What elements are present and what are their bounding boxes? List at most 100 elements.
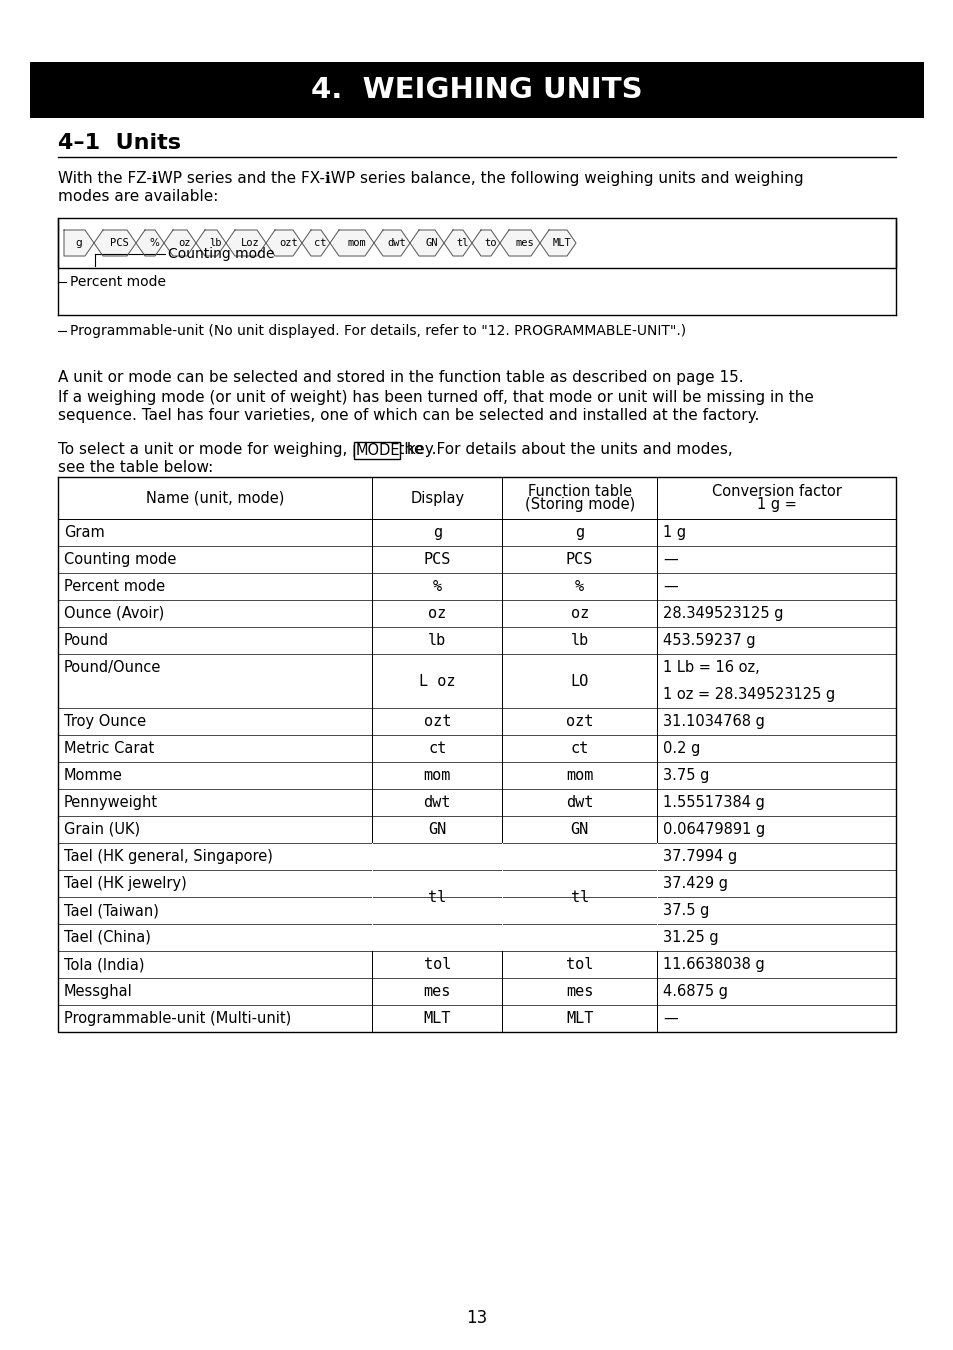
Text: MODE: MODE xyxy=(355,443,399,458)
Text: Grain (UK): Grain (UK) xyxy=(64,822,140,837)
Text: Counting mode: Counting mode xyxy=(168,247,274,261)
Text: 1 Lb = 16 oz,: 1 Lb = 16 oz, xyxy=(662,660,760,675)
Text: sequence. Tael has four varieties, one of which can be selected and installed at: sequence. Tael has four varieties, one o… xyxy=(58,408,759,423)
Text: tol: tol xyxy=(423,957,451,972)
Polygon shape xyxy=(410,230,443,256)
Text: Loz: Loz xyxy=(241,238,259,248)
Text: ozt: ozt xyxy=(423,714,451,729)
Text: tl: tl xyxy=(456,238,468,248)
Text: mes: mes xyxy=(565,984,593,999)
Text: 1 g: 1 g xyxy=(662,525,685,540)
Text: ct: ct xyxy=(428,741,446,756)
Text: GN: GN xyxy=(428,822,446,837)
Text: MLT: MLT xyxy=(565,1011,593,1026)
Text: Momme: Momme xyxy=(64,768,123,783)
Text: —: — xyxy=(662,1011,678,1026)
Text: Pound: Pound xyxy=(64,633,109,648)
Text: %: % xyxy=(575,579,583,594)
Text: Tael (HK general, Singapore): Tael (HK general, Singapore) xyxy=(64,849,273,864)
Text: lb: lb xyxy=(570,633,588,648)
Polygon shape xyxy=(226,230,266,256)
Text: 4–1  Units: 4–1 Units xyxy=(58,134,181,153)
Polygon shape xyxy=(94,230,136,256)
Text: —: — xyxy=(662,579,678,594)
Text: MLT: MLT xyxy=(553,238,571,248)
Polygon shape xyxy=(164,230,195,256)
Text: ct: ct xyxy=(314,238,327,248)
Text: 1 oz = 28.349523125 g: 1 oz = 28.349523125 g xyxy=(662,687,835,702)
Polygon shape xyxy=(374,230,410,256)
Text: g: g xyxy=(75,238,82,248)
Text: Troy Ounce: Troy Ounce xyxy=(64,714,146,729)
Text: 13: 13 xyxy=(466,1310,487,1327)
Text: oz: oz xyxy=(570,606,588,621)
Polygon shape xyxy=(64,230,94,256)
Text: 4.  WEIGHING UNITS: 4. WEIGHING UNITS xyxy=(311,76,642,104)
Text: Counting mode: Counting mode xyxy=(64,552,176,567)
Text: GN: GN xyxy=(425,238,437,248)
Text: tl: tl xyxy=(428,890,446,905)
Text: see the table below:: see the table below: xyxy=(58,460,213,475)
Text: %: % xyxy=(432,579,441,594)
Text: Conversion factor: Conversion factor xyxy=(711,483,841,498)
Text: MLT: MLT xyxy=(423,1011,451,1026)
Text: tol: tol xyxy=(565,957,593,972)
Text: oz: oz xyxy=(428,606,446,621)
Text: 0.06479891 g: 0.06479891 g xyxy=(662,822,764,837)
Text: 31.25 g: 31.25 g xyxy=(662,930,718,945)
Polygon shape xyxy=(443,230,472,256)
Text: To select a unit or mode for weighing, press the: To select a unit or mode for weighing, p… xyxy=(58,441,428,458)
Text: 1.55517384 g: 1.55517384 g xyxy=(662,795,764,810)
Text: oz: oz xyxy=(178,238,191,248)
Text: PCS: PCS xyxy=(423,552,451,567)
Text: mes: mes xyxy=(423,984,451,999)
Text: (Storing mode): (Storing mode) xyxy=(524,498,634,513)
Text: tl: tl xyxy=(570,890,588,905)
Text: Display: Display xyxy=(410,490,464,505)
Text: Function table: Function table xyxy=(527,483,631,498)
Text: dwt: dwt xyxy=(423,795,451,810)
Polygon shape xyxy=(195,230,226,256)
Text: 37.7994 g: 37.7994 g xyxy=(662,849,737,864)
Text: Percent mode: Percent mode xyxy=(70,275,166,289)
Text: Pennyweight: Pennyweight xyxy=(64,795,158,810)
Text: 11.6638038 g: 11.6638038 g xyxy=(662,957,764,972)
Text: mom: mom xyxy=(423,768,451,783)
Text: 37.429 g: 37.429 g xyxy=(662,876,727,891)
Text: With the FZ-ℹWP series and the FX-ℹWP series balance, the following weighing uni: With the FZ-ℹWP series and the FX-ℹWP se… xyxy=(58,171,802,186)
Text: lb: lb xyxy=(428,633,446,648)
Text: LO: LO xyxy=(570,674,588,688)
Text: Tola (India): Tola (India) xyxy=(64,957,144,972)
Text: g: g xyxy=(575,525,583,540)
Text: dwt: dwt xyxy=(565,795,593,810)
Text: modes are available:: modes are available: xyxy=(58,189,218,204)
Text: 4.6875 g: 4.6875 g xyxy=(662,984,727,999)
Polygon shape xyxy=(266,230,302,256)
Text: %: % xyxy=(150,238,159,248)
Polygon shape xyxy=(302,230,330,256)
Text: Programmable-unit (No unit displayed. For details, refer to "12. PROGRAMMABLE-UN: Programmable-unit (No unit displayed. Fo… xyxy=(70,324,685,338)
Text: Programmable-unit (Multi-unit): Programmable-unit (Multi-unit) xyxy=(64,1011,291,1026)
Bar xyxy=(30,62,923,117)
Text: Messghal: Messghal xyxy=(64,984,132,999)
Text: 453.59237 g: 453.59237 g xyxy=(662,633,755,648)
Polygon shape xyxy=(539,230,576,256)
Text: ozt: ozt xyxy=(279,238,297,248)
Polygon shape xyxy=(472,230,499,256)
FancyBboxPatch shape xyxy=(355,441,400,459)
Text: ct: ct xyxy=(570,741,588,756)
Text: mom: mom xyxy=(347,238,366,248)
Text: Pound/Ounce: Pound/Ounce xyxy=(64,660,161,675)
Text: Tael (HK jewelry): Tael (HK jewelry) xyxy=(64,876,187,891)
Text: 3.75 g: 3.75 g xyxy=(662,768,709,783)
Polygon shape xyxy=(330,230,374,256)
Text: If a weighing mode (or unit of weight) has been turned off, that mode or unit wi: If a weighing mode (or unit of weight) h… xyxy=(58,390,813,405)
Text: GN: GN xyxy=(570,822,588,837)
Polygon shape xyxy=(136,230,164,256)
Text: L oz: L oz xyxy=(418,674,455,688)
Bar xyxy=(372,842,373,950)
Text: —: — xyxy=(662,552,678,567)
Bar xyxy=(501,842,502,950)
Text: 28.349523125 g: 28.349523125 g xyxy=(662,606,782,621)
Text: Name (unit, mode): Name (unit, mode) xyxy=(146,490,284,505)
